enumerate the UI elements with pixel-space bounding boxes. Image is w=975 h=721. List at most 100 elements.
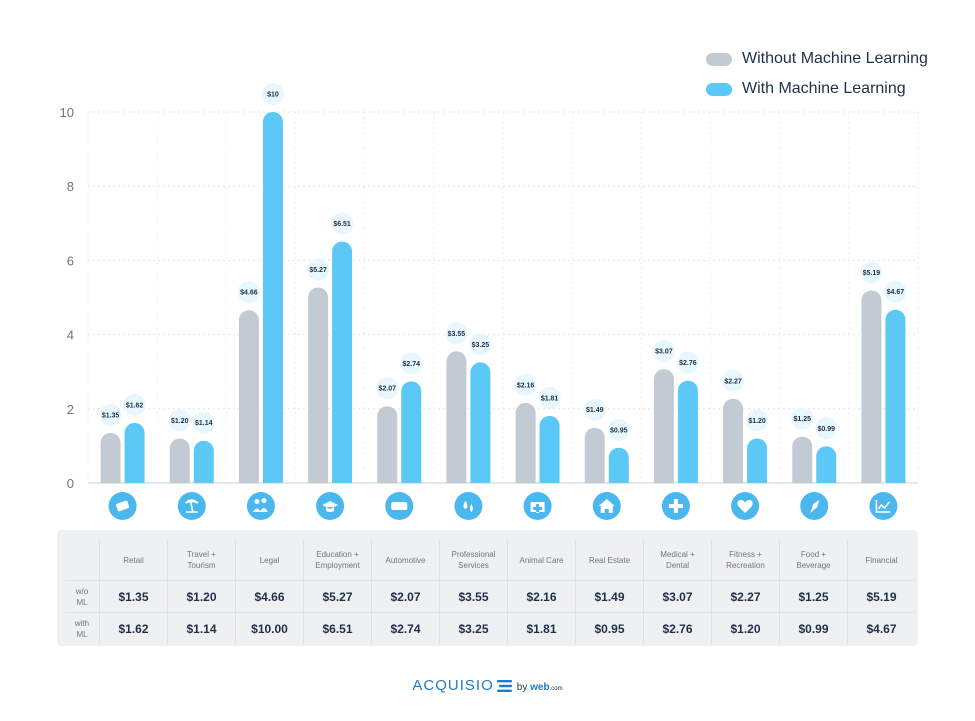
legend-swatch-with-ml xyxy=(706,82,732,96)
table-cell: $2.07 xyxy=(371,580,440,613)
bar-with-ml xyxy=(401,381,422,483)
data-label-bubble xyxy=(400,352,423,375)
first-aid-kit-icon xyxy=(523,492,552,520)
column-header-line: Fitness + xyxy=(729,550,762,559)
data-label: $3.55 xyxy=(448,331,466,338)
bar-without-ml xyxy=(377,406,398,483)
data-label-bubble xyxy=(652,340,675,363)
column-header-line: Professional xyxy=(451,550,496,559)
column-header: Real Estate xyxy=(575,540,644,581)
column-header: Automotive xyxy=(371,540,440,581)
chart-icon-glyph xyxy=(875,500,891,513)
drops-icon-glyph xyxy=(463,501,473,512)
table-cell: $1.25 xyxy=(779,580,848,613)
drops-icon xyxy=(454,492,483,520)
table-header-row: Retail Travel + Tourism Legal Education + Emp… xyxy=(65,540,915,581)
data-label-bubble xyxy=(123,393,146,416)
data-label: $0.99 xyxy=(817,426,835,433)
legend-label-with-ml: With Machine Learning xyxy=(742,80,906,97)
bar-without-ml xyxy=(169,438,190,483)
data-label-bubble xyxy=(815,417,838,440)
data-label: $0.95 xyxy=(610,427,628,434)
row-header-line: with xyxy=(74,618,90,628)
data-label: $1.14 xyxy=(195,420,213,427)
table-cell: $3.55 xyxy=(439,580,508,613)
table-cell: $1.20 xyxy=(167,580,236,613)
column-header-line: Dental xyxy=(665,561,690,570)
graduation-cap-icon-glyph xyxy=(322,501,339,512)
data-label: $1.25 xyxy=(793,416,811,423)
data-label-bubble xyxy=(607,418,630,441)
y-tick-label: 8 xyxy=(67,179,74,194)
bar-with-ml xyxy=(677,380,698,483)
acquisio-logo: ACQUISIO xyxy=(412,677,494,694)
table-cell: $5.27 xyxy=(303,580,372,613)
data-label: $1.20 xyxy=(171,418,189,425)
legend: Without Machine Learning With Machine Le… xyxy=(706,44,928,104)
row-header-line: w/o xyxy=(75,586,89,596)
data-label: $3.25 xyxy=(472,342,490,349)
medical-cross-icon-glyph xyxy=(668,499,683,513)
column-header-line: Education + xyxy=(316,550,359,559)
palm-tree-icon-glyph xyxy=(185,499,199,513)
table-cell: $0.95 xyxy=(575,612,644,644)
data-label-bubble xyxy=(376,377,399,400)
data-label: $3.07 xyxy=(655,349,673,356)
legend-label-without-ml: Without Machine Learning xyxy=(742,50,928,67)
data-label-bubble xyxy=(538,386,561,409)
first-aid-kit-icon-glyph xyxy=(530,502,545,513)
heart-monitor-icon-glyph xyxy=(737,500,753,513)
dotcom-label: .com xyxy=(549,686,563,692)
bar-with-ml xyxy=(124,422,145,483)
table-cell: $2.74 xyxy=(371,612,440,644)
people-icon-glyph xyxy=(252,498,268,512)
data-label: $1.35 xyxy=(102,412,120,419)
bar-without-ml xyxy=(238,310,259,483)
data-label: $2.27 xyxy=(724,378,742,385)
data-label: $6.51 xyxy=(333,221,351,228)
legend-item-with-ml: With Machine Learning xyxy=(706,74,928,104)
table-cell: $4.66 xyxy=(235,580,304,613)
bar-with-ml xyxy=(332,241,353,483)
food-icon-glyph xyxy=(810,500,820,513)
bar-with-ml xyxy=(816,446,837,483)
cost-table: Retail Travel + Tourism Legal Education + Emp… xyxy=(65,540,915,644)
data-label-bubble xyxy=(261,83,284,105)
column-header: Legal xyxy=(235,540,304,581)
data-label: $5.27 xyxy=(309,267,327,274)
web-logo: web xyxy=(530,682,550,693)
column-header: Retail xyxy=(99,540,168,581)
column-header-line: Food + xyxy=(800,550,827,559)
house-icon-glyph xyxy=(598,499,615,513)
column-header-line: Beverage xyxy=(796,561,831,570)
data-label: $5.19 xyxy=(863,270,881,277)
table-cell: $5.19 xyxy=(847,580,915,613)
y-tick-label: 10 xyxy=(60,105,74,120)
bar-with-ml xyxy=(193,440,214,483)
acquisio-lines-icon xyxy=(496,679,512,692)
data-label-bubble xyxy=(791,407,814,430)
column-header: Financial xyxy=(847,540,915,581)
data-label-bubble xyxy=(168,409,191,432)
bar-without-ml xyxy=(861,290,882,483)
table-cell: $1.49 xyxy=(575,580,644,613)
table-cell: $1.14 xyxy=(167,612,236,644)
data-label-bubble xyxy=(445,322,468,345)
data-label-bubble xyxy=(746,409,769,432)
bar-without-ml xyxy=(515,402,536,483)
bar-with-ml xyxy=(885,309,906,483)
data-label-bubble xyxy=(331,212,354,235)
data-label-bubble xyxy=(884,280,907,303)
bar-without-ml xyxy=(100,432,121,483)
row-header: w/o ML xyxy=(65,580,100,613)
bar-with-ml xyxy=(470,362,491,483)
table-cell: $1.81 xyxy=(507,612,576,644)
column-header: Food + Beverage xyxy=(779,540,848,581)
row-header: with ML xyxy=(65,613,100,645)
table-cell: $1.62 xyxy=(99,612,168,644)
column-header-line: Travel + xyxy=(187,550,216,559)
table-row: with ML $1.62 $1.14 $10.00 $6.51 $2.74 $3.25 $1.… xyxy=(65,612,915,645)
data-label-bubble xyxy=(192,411,215,434)
bar-without-ml xyxy=(792,436,813,483)
bar-without-ml xyxy=(584,427,605,483)
